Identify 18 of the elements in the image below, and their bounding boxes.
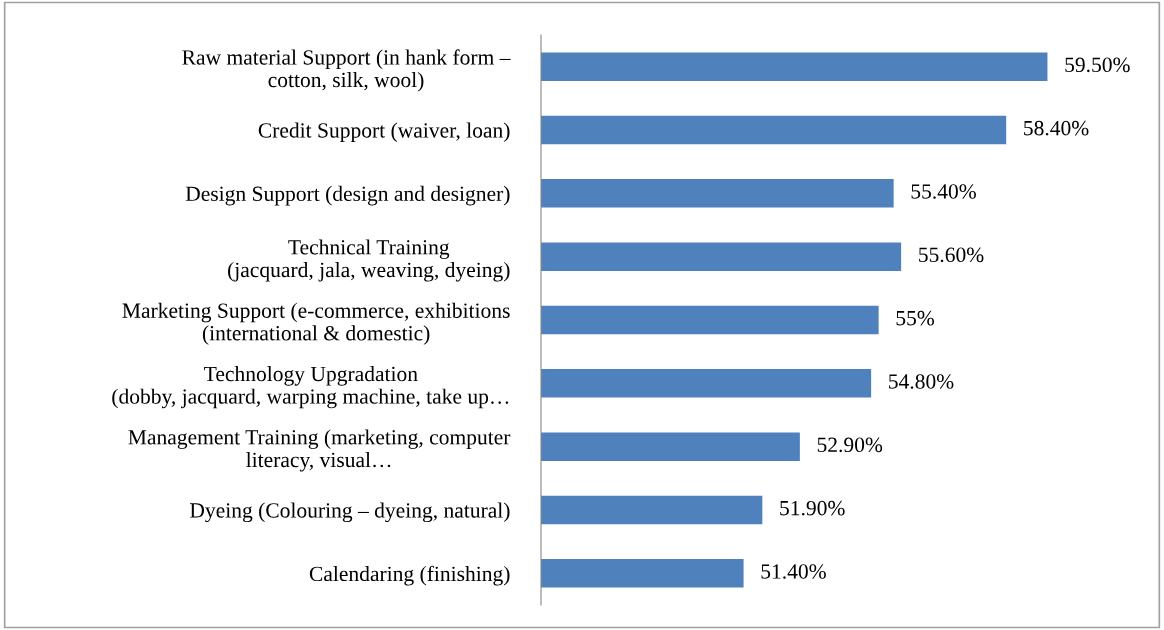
y-tick-label: Dyeing (Colouring – dyeing, natural)	[190, 502, 510, 523]
y-tick-label: Credit Support (waiver, loan)	[258, 122, 510, 143]
y-tick-label: Technology Upgradation (dobby, jacquard, warping machine, take up…	[112, 366, 509, 409]
y-tick-label: Management Training (marketing, computer literacy, visual…	[128, 429, 511, 472]
y-tick-label: Technical Training (jacquard, jala, weaving, dyeing)	[228, 239, 510, 282]
data-label: 55.40%	[911, 184, 976, 199]
data-label: 51.90%	[780, 500, 845, 516]
y-tick-label: Design Support (design and designer)	[185, 185, 510, 206]
data-label: 52.90%	[817, 437, 883, 453]
data-label: 55.60%	[919, 247, 984, 263]
data-label: 51.40%	[761, 564, 826, 579]
y-tick-label: Calendaring (finishing)	[309, 565, 510, 586]
data-label: 59.50%	[1065, 57, 1130, 73]
data-label: 54.80%	[889, 374, 954, 389]
data-label: 55%	[896, 310, 935, 326]
data-label: 58.40%	[1024, 120, 1089, 136]
y-tick-label: Marketing Support (e-commerce, exhibitions (international & domestic)	[122, 302, 510, 345]
y-tick-label: Raw material Support (in hank form – cotton, silk, wool)	[182, 49, 511, 92]
